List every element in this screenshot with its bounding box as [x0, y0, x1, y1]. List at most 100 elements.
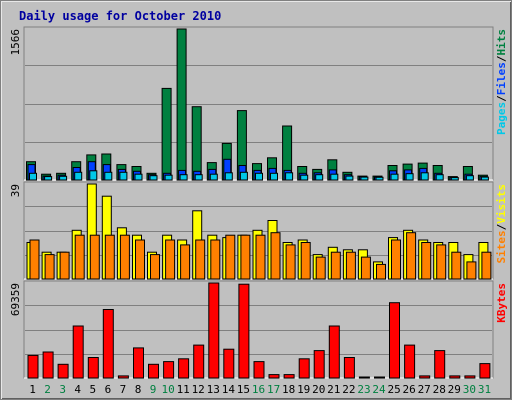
- hits-files-pages-bar-pages-27: [420, 172, 429, 181]
- hits-files-pages-bar-pages-22: [345, 175, 354, 181]
- x-tick-label-29: 29: [448, 383, 461, 396]
- visits-sites-bar-sites-10: [165, 239, 176, 280]
- hits-files-pages-bar-pages-25: [390, 173, 399, 181]
- hits-files-pages-bar-pages-4: [74, 171, 83, 181]
- x-tick-label-19: 19: [297, 383, 310, 396]
- visits-sites-bar-sites-9: [150, 254, 160, 280]
- hits-files-pages-bar-pages-1: [29, 172, 37, 181]
- visits-sites-bar-sites-31: [481, 251, 492, 280]
- x-tick-label-12: 12: [192, 383, 205, 396]
- hits-files-pages-bar-hits-11: [176, 28, 187, 181]
- kbytes-max-label: 69359: [9, 283, 22, 316]
- visits-sites-bar-sites-20: [315, 256, 326, 280]
- hits-files-pages-bar-pages-6: [104, 171, 113, 181]
- kbytes-bar-kbytes-30: [464, 375, 476, 379]
- visits-sites-legend-item-1: /: [495, 223, 508, 230]
- x-tick-label-30: 30: [463, 383, 476, 396]
- kbytes-bar-kbytes-13: [208, 282, 220, 379]
- hits-files-pages-legend-item-3: /: [495, 55, 508, 62]
- visits-sites-bar-sites-21: [330, 251, 341, 280]
- kbytes-bar-kbytes-2: [42, 351, 54, 379]
- visits-sites-bar-sites-23: [360, 256, 371, 280]
- visits-sites-bar-sites-1: [29, 239, 40, 280]
- hits-files-pages-bar-pages-17: [270, 172, 278, 181]
- hits-files-pages-bar-pages-13: [209, 173, 218, 181]
- hits-files-pages-legend-item-4: Hits: [495, 29, 508, 56]
- kbytes-bar-kbytes-15: [238, 283, 250, 379]
- x-tick-label-11: 11: [177, 383, 190, 396]
- hits-files-pages-bar-pages-16: [255, 172, 263, 181]
- visits-sites-bar-sites-8: [135, 239, 145, 280]
- hits-files-pages-bar-pages-12: [194, 174, 203, 181]
- kbytes-bar-kbytes-27: [419, 375, 431, 379]
- hits-files-pages-bar-pages-15: [239, 171, 248, 181]
- kbytes-bar-kbytes-8: [133, 347, 144, 379]
- kbytes-bar-kbytes-17: [268, 374, 280, 379]
- visits-sites-bar-sites-7: [119, 234, 130, 280]
- x-tick-label-24: 24: [372, 383, 386, 396]
- x-tick-label-14: 14: [222, 383, 236, 396]
- kbytes-bar-kbytes-1: [27, 354, 39, 379]
- x-tick-label-21: 21: [327, 383, 340, 396]
- visits-sites-bar-sites-6: [104, 234, 115, 280]
- hits-files-pages-bar-pages-28: [435, 174, 444, 181]
- hits-files-pages-bar-pages-9: [149, 175, 158, 181]
- kbytes-bar-kbytes-7: [117, 375, 129, 379]
- visits-sites-legend-item-2: Visits: [495, 184, 508, 224]
- kbytes-bar-kbytes-5: [87, 357, 99, 379]
- visits-sites-bar-sites-27: [421, 242, 432, 280]
- x-tick-label-15: 15: [237, 383, 250, 396]
- hits-files-pages-bar-pages-21: [330, 173, 339, 181]
- chart-title: Daily usage for October 2010: [19, 9, 221, 23]
- hits-files-pages-bar-pages-23: [360, 176, 369, 181]
- hits-files-pages-bar-pages-3: [59, 175, 68, 181]
- x-tick-label-5: 5: [89, 383, 96, 396]
- visits-sites-bar-sites-2: [44, 254, 55, 280]
- kbytes-bar-kbytes-18: [283, 374, 295, 379]
- visits-sites-bar-sites-14: [225, 234, 236, 280]
- hits-files-pages-bar-pages-8: [134, 173, 143, 181]
- visits-sites-bar-sites-17: [270, 232, 281, 280]
- kbytes-bar-kbytes-21: [328, 325, 340, 379]
- x-tick-label-1: 1: [29, 383, 36, 396]
- x-tick-label-6: 6: [105, 383, 112, 396]
- kbytes-bar-kbytes-22: [343, 357, 355, 379]
- hits-files-pages-bar-pages-26: [405, 173, 414, 181]
- x-tick-label-3: 3: [59, 383, 66, 396]
- hits-files-pages-bar-pages-5: [89, 170, 98, 181]
- visits-sites-legend: Sites/Visits: [495, 184, 508, 264]
- hits-files-pages-bar-pages-30: [465, 175, 474, 181]
- visits-sites-bar-sites-18: [285, 244, 296, 280]
- x-tick-label-27: 27: [418, 383, 431, 396]
- x-axis-labels: 1 2 3 4 5 6 7 8 9 10 11 12 13 14 15 16 17 18 19 20 21 22 23 24 2…: [29, 383, 491, 396]
- visits-sites-bar-sites-22: [345, 251, 356, 280]
- kbytes-bar-kbytes-23: [358, 376, 370, 379]
- visits-sites-bar-sites-28: [436, 244, 447, 280]
- visits-sites-bar-sites-24: [376, 263, 386, 280]
- kbytes-panel: 69359 KBytes: [9, 280, 508, 379]
- visits-sites-bar-sites-12: [195, 239, 206, 280]
- hits-files-pages-bar-hits-12: [191, 106, 202, 181]
- visits-sites-bar-sites-11: [180, 244, 191, 280]
- kbytes-bar-kbytes-31: [479, 363, 491, 379]
- kbytes-bar-kbytes-10: [163, 361, 175, 379]
- visits-sites-bar-sites-25: [391, 239, 401, 280]
- hits-files-pages-bar-pages-2: [44, 176, 53, 181]
- x-tick-label-8: 8: [135, 383, 142, 396]
- x-tick-label-22: 22: [342, 383, 355, 396]
- hits-files-pages-bar-pages-7: [119, 171, 128, 181]
- visits-sites-legend-item-0: Sites: [495, 230, 508, 263]
- visits-sites-bar-sites-29: [451, 251, 462, 280]
- visits-sites-bar-sites-15: [240, 234, 251, 280]
- hits-files-pages-bar-pages-29: [450, 177, 459, 181]
- x-tick-label-7: 7: [120, 383, 127, 396]
- visits-sites-panel: 39 Sites/Visits: [9, 181, 508, 280]
- x-tick-label-9: 9: [150, 383, 157, 396]
- kbytes-bar-kbytes-25: [389, 302, 400, 379]
- hits-files-pages-bar-pages-24: [375, 176, 384, 181]
- visits-sites-bar-sites-16: [255, 234, 266, 280]
- kbytes-bar-kbytes-19: [298, 358, 310, 379]
- x-tick-label-2: 2: [44, 383, 51, 396]
